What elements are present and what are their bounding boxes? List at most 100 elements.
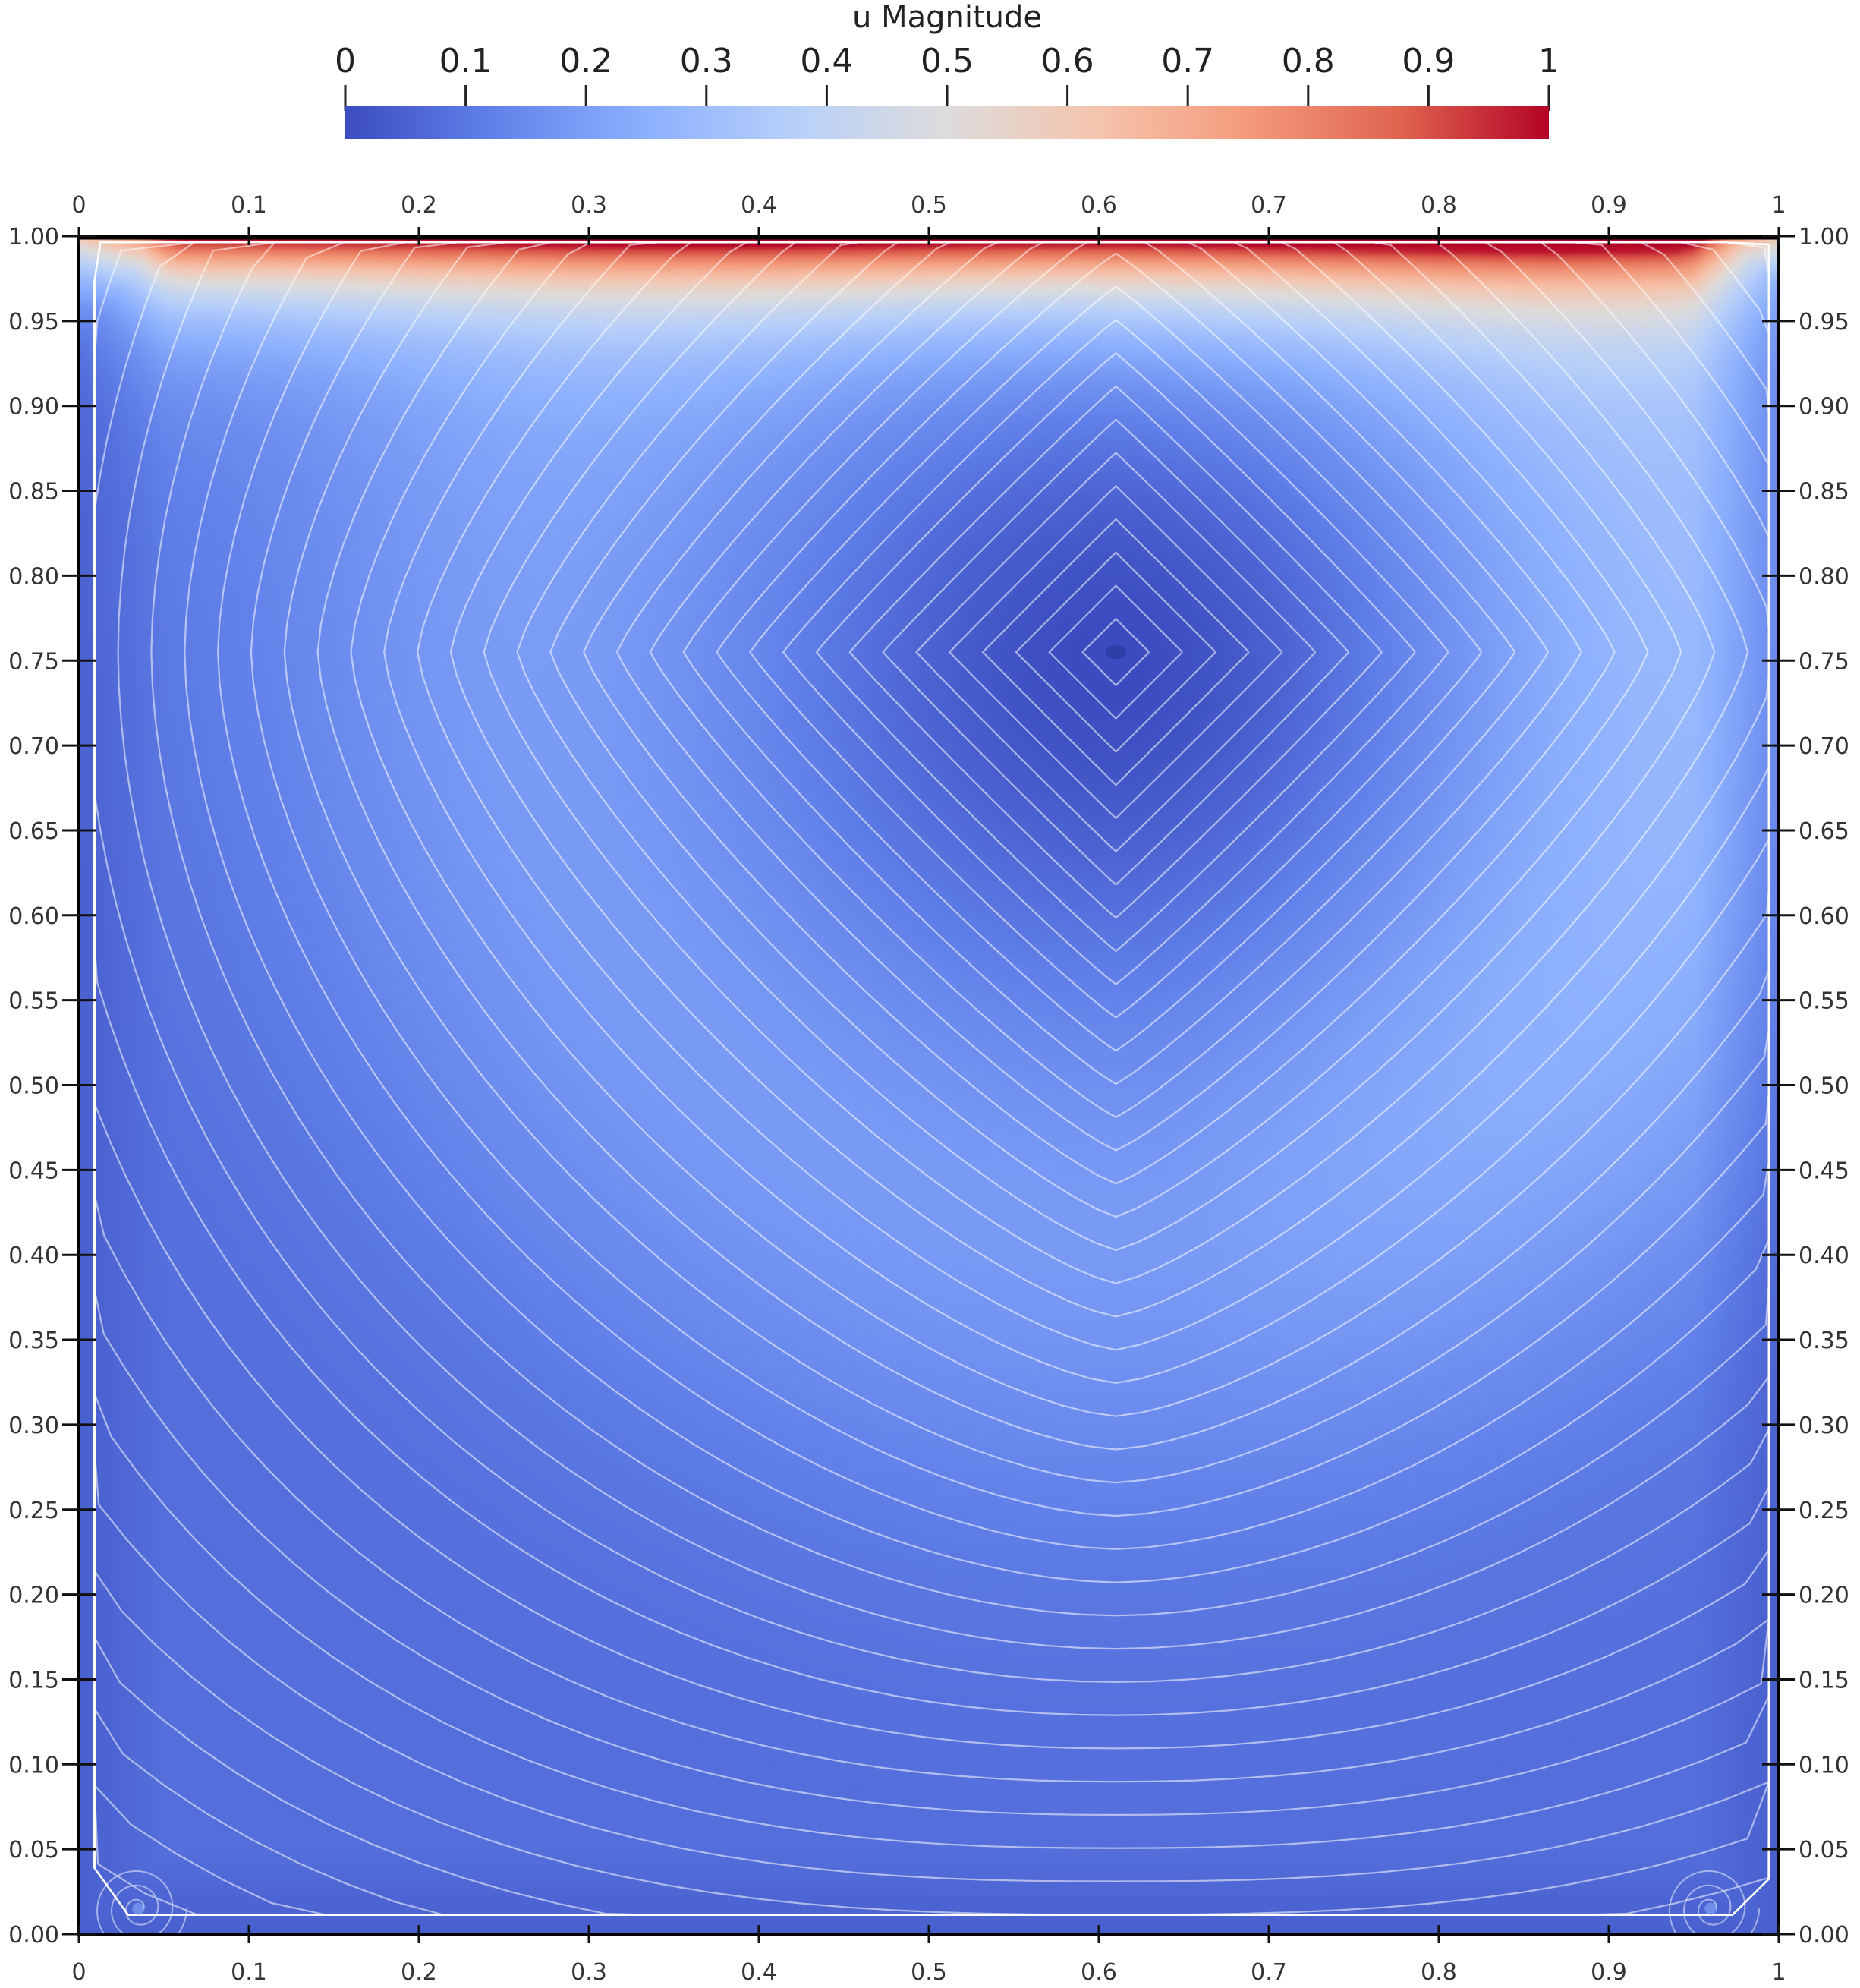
streamlines bbox=[93, 241, 1770, 1934]
y-tick-label-right: 0.70 bbox=[1799, 733, 1849, 760]
y-tick-label-left: 0.85 bbox=[8, 479, 59, 506]
x-tick-label-bottom: 0.7 bbox=[1251, 1959, 1287, 1986]
x-tick-label-top: 0 bbox=[71, 192, 86, 219]
y-tick-label-right: 0.85 bbox=[1799, 479, 1849, 506]
y-tick-label-left: 0.05 bbox=[8, 1837, 59, 1864]
streamline bbox=[615, 241, 1616, 1152]
colorbar-tick-label: 0.6 bbox=[1041, 42, 1094, 80]
streamline bbox=[649, 241, 1582, 1119]
y-tick-label-left: 1.00 bbox=[8, 224, 59, 250]
secondary-vortex bbox=[1668, 1870, 1761, 1934]
colorbar-tick-labels: 0 0.1 0.2 0.3 0.4 0.5 0.6 0.7 0.8 0.9 1 bbox=[335, 42, 1559, 111]
y-tick-label-left: 0.50 bbox=[8, 1073, 59, 1100]
y-tick-label-right: 0.65 bbox=[1799, 818, 1849, 845]
x-tick-label-bottom: 0.2 bbox=[401, 1959, 437, 1986]
y-tick-label-right: 0.20 bbox=[1799, 1583, 1849, 1609]
y-tick-label-left: 0.25 bbox=[8, 1498, 59, 1524]
streamline bbox=[1048, 584, 1183, 720]
x-tick-label-bottom: 0.9 bbox=[1591, 1959, 1627, 1986]
y-tick-label-left: 0.65 bbox=[8, 818, 59, 845]
y-tick-label-left: 0.80 bbox=[8, 563, 59, 590]
y-tick-label-right: 0.25 bbox=[1799, 1498, 1849, 1524]
y-tick-label-right: 0.10 bbox=[1799, 1752, 1849, 1778]
y-tick-label-right: 0.80 bbox=[1799, 563, 1849, 590]
x-tick-label-top: 0.5 bbox=[911, 192, 947, 219]
streamline bbox=[582, 241, 1649, 1185]
y-tick-label-left: 0.40 bbox=[8, 1243, 59, 1269]
x-tick-label-bottom: 1 bbox=[1771, 1959, 1786, 1986]
x-tick-label-top: 0.6 bbox=[1081, 192, 1117, 219]
y-tick-label-right: 0.50 bbox=[1799, 1073, 1849, 1100]
velocity-magnitude-field bbox=[79, 236, 1779, 1934]
colorbar-title: u Magnitude bbox=[852, 0, 1042, 35]
y-tick-label-left: 0.75 bbox=[8, 648, 59, 675]
y-tick-label-left: 0.45 bbox=[8, 1158, 59, 1184]
colorbar-tick-label: 0.8 bbox=[1282, 42, 1335, 80]
vortex-core bbox=[132, 1902, 145, 1915]
y-tick-label-right: 0.95 bbox=[1799, 309, 1849, 336]
streamline bbox=[93, 241, 1770, 1916]
y-tick-label-left: 0.95 bbox=[8, 309, 59, 336]
primary-vortex-core bbox=[1105, 645, 1127, 660]
colorbar-tick-label: 0.9 bbox=[1402, 42, 1455, 80]
streamline bbox=[1081, 617, 1150, 687]
y-tick-label-left: 0.70 bbox=[8, 733, 59, 760]
streamline bbox=[981, 518, 1250, 786]
y-tick-label-right: 0.75 bbox=[1799, 648, 1849, 675]
colorbar-tick-label: 1 bbox=[1538, 42, 1559, 80]
y-tick-label-right: 0.00 bbox=[1799, 1922, 1849, 1949]
y-tick-label-left: 0.10 bbox=[8, 1752, 59, 1778]
colorbar-tick-label: 0.7 bbox=[1161, 42, 1214, 80]
x-tick-label-top: 1 bbox=[1771, 192, 1786, 219]
y-tick-label-right: 0.45 bbox=[1799, 1158, 1849, 1184]
x-tick-label-top: 0.4 bbox=[741, 192, 777, 219]
y-tick-label-right: 0.40 bbox=[1799, 1243, 1849, 1269]
y-tick-label-right: 1.00 bbox=[1799, 224, 1849, 250]
streamline bbox=[782, 318, 1449, 986]
colorbar: u Magnitude 0 0.1 0.2 0.3 0.4 0.5 0.6 0.7 0.8 0.9… bbox=[335, 0, 1559, 139]
colorbar-tick-label: 0.5 bbox=[921, 42, 974, 80]
streamline bbox=[882, 418, 1350, 886]
x-tick-label-bottom: 0.6 bbox=[1081, 1959, 1117, 1986]
vortex-streamline bbox=[96, 1870, 188, 1934]
colorbar-gradient bbox=[345, 106, 1549, 139]
y-tick-label-left: 0.60 bbox=[8, 903, 59, 930]
colorbar-tick-label: 0.2 bbox=[559, 42, 612, 80]
x-tick-label-top: 0.2 bbox=[401, 192, 437, 219]
y-tick-label-right: 0.55 bbox=[1799, 988, 1849, 1015]
colorbar-tick-label: 0.1 bbox=[439, 42, 493, 80]
y-tick-label-left: 0.90 bbox=[8, 394, 59, 421]
y-tick-label-left: 0.55 bbox=[8, 988, 59, 1015]
x-tick-label-bottom: 0.3 bbox=[571, 1959, 607, 1986]
vortex-core bbox=[1704, 1902, 1717, 1915]
x-tick-label-bottom: 0 bbox=[71, 1959, 86, 1986]
streamline bbox=[914, 451, 1317, 853]
x-tick-label-bottom: 0.4 bbox=[741, 1959, 777, 1986]
streamline bbox=[948, 484, 1283, 820]
y-tick-label-right: 0.60 bbox=[1799, 903, 1849, 930]
secondary-vortex bbox=[96, 1870, 188, 1934]
streamline bbox=[748, 285, 1483, 1019]
y-tick-label-right: 0.35 bbox=[1799, 1328, 1849, 1354]
x-tick-label-bottom: 0.8 bbox=[1421, 1959, 1457, 1986]
y-tick-label-left: 0.00 bbox=[8, 1922, 59, 1949]
y-tick-label-left: 0.30 bbox=[8, 1413, 59, 1439]
x-tick-label-top: 0.9 bbox=[1591, 192, 1627, 219]
colorbar-tick-label: 0 bbox=[335, 42, 356, 80]
y-tick-label-right: 0.30 bbox=[1799, 1413, 1849, 1439]
x-tick-label-top: 0.8 bbox=[1421, 192, 1457, 219]
colorbar-tick-label: 0.3 bbox=[680, 42, 733, 80]
y-tick-label-right: 0.90 bbox=[1799, 394, 1849, 421]
vortex-streamline bbox=[1668, 1870, 1761, 1934]
streamline bbox=[848, 385, 1383, 919]
x-tick-label-bottom: 0.5 bbox=[911, 1959, 947, 1986]
streamline bbox=[549, 241, 1682, 1218]
axes: 0 0 0.1 0.1 0.2 0.2 0.3 0.3 0.4 0.4 0.5 0.5 0.6 0.6 0.… bbox=[8, 192, 1849, 1986]
x-tick-label-bottom: 0.1 bbox=[231, 1959, 267, 1986]
x-tick-label-top: 0.1 bbox=[231, 192, 267, 219]
y-tick-label-left: 0.35 bbox=[8, 1328, 59, 1354]
y-tick-label-right: 0.15 bbox=[1799, 1667, 1849, 1693]
colorbar-tick-label: 0.4 bbox=[800, 42, 853, 80]
x-tick-label-top: 0.7 bbox=[1251, 192, 1287, 219]
